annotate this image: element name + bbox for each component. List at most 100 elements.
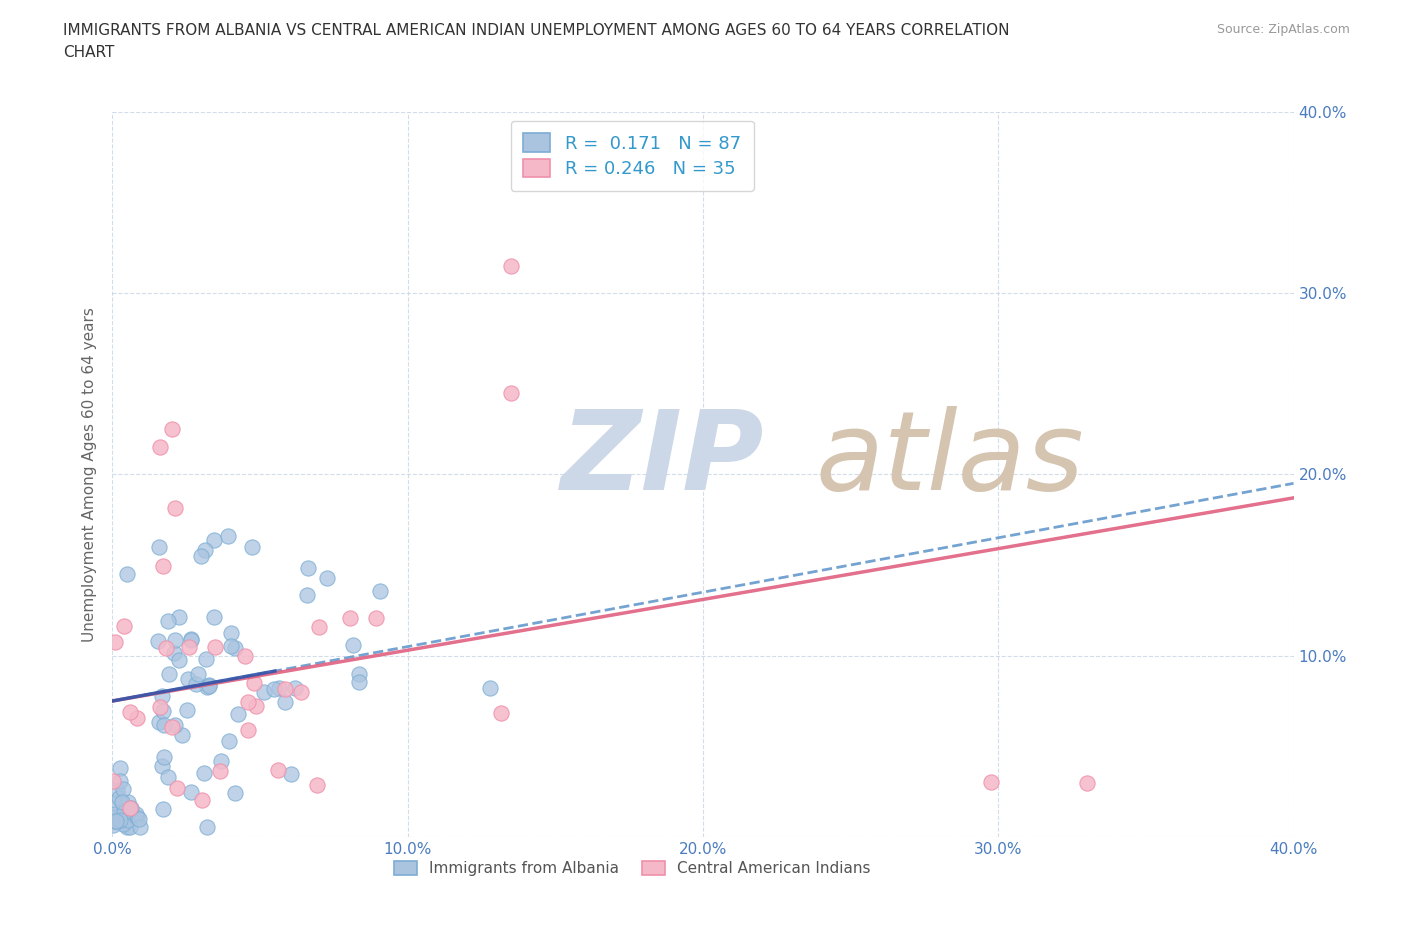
Point: [156, 770, 179, 785]
Point: [190, 549, 212, 564]
Point: [316, 570, 339, 585]
Point: [180, 632, 202, 647]
Point: [283, 681, 305, 696]
Point: [108, 774, 131, 789]
Point: [228, 707, 250, 722]
Point: [157, 614, 180, 629]
Point: [127, 711, 149, 725]
Point: [101, 817, 124, 832]
Point: [980, 775, 1002, 790]
Text: IMMIGRANTS FROM ALBANIA VS CENTRAL AMERICAN INDIAN UNEMPLOYMENT AMONG AGES 60 TO: IMMIGRANTS FROM ALBANIA VS CENTRAL AMERI…: [63, 23, 1010, 38]
Point: [224, 641, 246, 656]
Point: [128, 819, 150, 834]
Point: [155, 641, 177, 656]
Point: [163, 645, 186, 660]
Point: [104, 813, 127, 828]
Point: [290, 684, 312, 699]
Point: [224, 786, 246, 801]
Point: [169, 652, 191, 667]
Point: [148, 714, 170, 729]
Point: [169, 610, 191, 625]
Point: [152, 559, 174, 574]
Point: [118, 801, 141, 816]
Point: [108, 790, 131, 805]
Point: [194, 652, 217, 667]
Point: [479, 681, 502, 696]
Point: [240, 539, 263, 554]
Point: [236, 695, 259, 710]
Point: [111, 817, 134, 831]
Point: [245, 699, 267, 714]
Point: [163, 717, 186, 732]
Point: [198, 677, 221, 692]
Point: [118, 801, 141, 816]
Point: [149, 440, 172, 455]
Point: [307, 777, 329, 792]
Point: [103, 810, 125, 825]
Point: [112, 804, 135, 819]
Point: [120, 801, 142, 816]
Point: [263, 682, 285, 697]
Point: [204, 640, 226, 655]
Point: [177, 671, 200, 686]
Point: [170, 727, 193, 742]
Point: [104, 815, 127, 830]
Point: [103, 814, 125, 829]
Point: [180, 784, 202, 799]
Point: [103, 796, 125, 811]
Point: [197, 679, 219, 694]
Point: [233, 648, 256, 663]
Point: [501, 385, 523, 400]
Text: atlas: atlas: [815, 406, 1084, 513]
Point: [118, 704, 141, 719]
Point: [187, 666, 209, 681]
Point: [152, 703, 174, 718]
Point: [204, 610, 226, 625]
Point: [117, 812, 139, 827]
Point: [152, 759, 174, 774]
Point: [339, 611, 361, 626]
Point: [295, 588, 318, 603]
Point: [267, 763, 290, 777]
Point: [165, 500, 187, 515]
Point: [115, 819, 138, 834]
Point: [219, 639, 242, 654]
Point: [364, 610, 387, 625]
Point: [180, 631, 202, 646]
Point: [501, 259, 523, 273]
Point: [190, 792, 212, 807]
Point: [217, 528, 239, 543]
Point: [104, 813, 127, 828]
Point: [368, 584, 391, 599]
Point: [184, 676, 207, 691]
Text: ZIP: ZIP: [561, 406, 765, 513]
Point: [128, 812, 150, 827]
Point: [208, 764, 231, 778]
Point: [193, 765, 215, 780]
Point: [218, 734, 240, 749]
Point: [108, 813, 131, 828]
Point: [236, 723, 259, 737]
Point: [253, 684, 276, 699]
Point: [104, 807, 127, 822]
Point: [127, 809, 149, 824]
Y-axis label: Unemployment Among Ages 60 to 64 years: Unemployment Among Ages 60 to 64 years: [82, 307, 97, 642]
Point: [280, 766, 302, 781]
Text: CHART: CHART: [63, 45, 115, 60]
Point: [267, 681, 290, 696]
Point: [347, 675, 370, 690]
Point: [165, 632, 187, 647]
Point: [152, 750, 174, 764]
Point: [149, 699, 172, 714]
Point: [101, 774, 124, 789]
Point: [118, 819, 141, 834]
Point: [221, 625, 243, 640]
Point: [117, 566, 138, 581]
Point: [274, 695, 297, 710]
Point: [152, 802, 174, 817]
Point: [202, 533, 225, 548]
Text: Source: ZipAtlas.com: Source: ZipAtlas.com: [1216, 23, 1350, 36]
Point: [176, 703, 198, 718]
Point: [347, 667, 370, 682]
Point: [177, 640, 200, 655]
